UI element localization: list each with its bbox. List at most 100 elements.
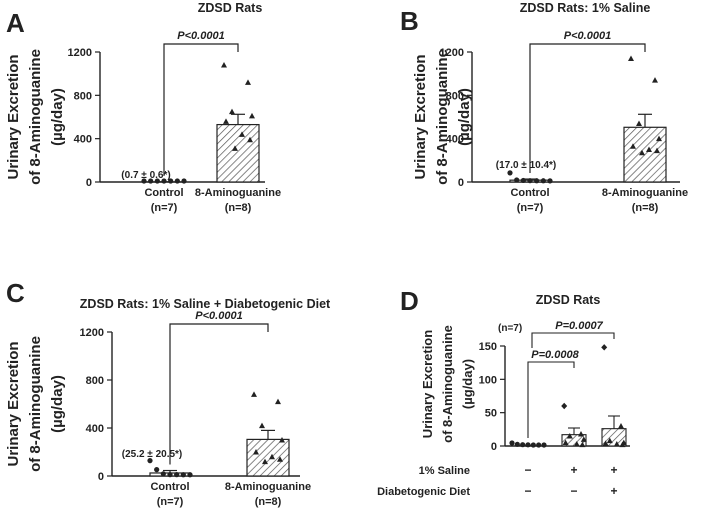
- panel-d-row-symbol: +: [610, 463, 617, 477]
- panel-d-point: [618, 423, 624, 429]
- panel-c-category-n: (n=7): [157, 496, 184, 508]
- panel-a-ylabel-line: Urinary Excretion: [5, 54, 22, 179]
- panel-b-control-point: [520, 177, 526, 184]
- panel-d-point: [613, 441, 620, 447]
- panel-c-category-n: (n=8): [255, 496, 282, 508]
- panel-d-ylabel-line: of 8-Aminoguanine: [440, 325, 455, 443]
- panel-a-label: A: [6, 8, 25, 38]
- panel-a-y-tick-label: 800: [74, 90, 92, 102]
- panel-a-category-label: 8-Aminoguanine: [195, 187, 281, 199]
- panel-a-category-n: (n=7): [151, 202, 178, 214]
- panel-c-control-annotation: (25.2 ± 20.5*): [122, 449, 183, 460]
- panel-d-row-label: Diabetogenic Diet: [377, 486, 470, 498]
- panel-d-title: ZDSD Rats: [536, 293, 601, 307]
- panel-b-treated-point: [652, 77, 658, 83]
- panel-a-category-label: Control: [144, 187, 183, 199]
- panel-d-row-symbol: +: [570, 463, 577, 477]
- panel-b-ylabel-line: Urinary Excretion: [412, 54, 429, 179]
- panel-d-bracket-saline: [527, 361, 575, 438]
- panel-b-treated-point: [628, 55, 634, 61]
- panel-c-control-point: [167, 472, 173, 478]
- panel-b-control-point: [507, 170, 513, 176]
- panel-a-treated-point: [245, 79, 251, 85]
- panel-d-row-symbol: −: [524, 463, 531, 477]
- panel-d-point: [530, 442, 536, 448]
- panel-b-treated-point: [639, 149, 645, 156]
- panel-a-title: ZDSD Rats: [198, 1, 263, 15]
- panel-d-point: [509, 440, 515, 446]
- panel-a-control-annotation: (0.7 ± 0.6*): [121, 170, 170, 181]
- panel-b-treated-point: [636, 120, 642, 126]
- panel-c-control-point: [187, 472, 193, 478]
- panel-a-treated-point: [249, 112, 255, 119]
- panel-a-significance-bracket: [163, 43, 239, 176]
- panel-d-point: [573, 441, 580, 447]
- panel-d-row-symbol: −: [524, 484, 531, 498]
- panel-d-point: [562, 439, 569, 446]
- panel-b-y-tick-label: 800: [446, 90, 464, 102]
- panel-a-y-tick-label: 1200: [68, 47, 92, 59]
- panel-c-control-point: [180, 472, 186, 478]
- panel-b-control-point: [540, 178, 546, 184]
- panel-b-control-point: [527, 178, 533, 184]
- panel-c-control-point: [174, 472, 180, 478]
- panel-c-ylabel-line: Urinary Excretion: [5, 341, 22, 466]
- panel-d-point: [579, 441, 586, 448]
- panel-d-point: [566, 433, 573, 439]
- panel-c-treated-point: [277, 456, 283, 462]
- panel-b-control-point: [547, 178, 553, 184]
- panel-b-ylabel-line: of 8-Aminoguanine: [434, 49, 451, 185]
- panel-a-control-point: [168, 178, 174, 184]
- panel-d-point: [578, 431, 584, 437]
- panel-b-treated-point: [630, 143, 636, 149]
- panel-a-treated-point: [221, 62, 227, 68]
- panel-b-control-point: [534, 178, 540, 184]
- panel-c-treated-point: [251, 391, 257, 397]
- panel-d-point: [580, 436, 587, 442]
- panel-b-significance-label: P<0.0001: [564, 30, 611, 42]
- panel-a-treated-point: [239, 131, 245, 137]
- panel-c-title: ZDSD Rats: 1% Saline + Diabetogenic Diet: [80, 297, 331, 311]
- panel-b-treated-point: [654, 147, 660, 154]
- panel-c-control-point: [154, 467, 160, 473]
- panel-d-point: [520, 442, 526, 448]
- panel-a-treated-point: [232, 145, 238, 151]
- panel-c-significance-bracket: [169, 323, 269, 465]
- panel-d-point: [541, 442, 547, 448]
- panel-a-control-point: [174, 178, 180, 184]
- panel-d-point: [619, 441, 626, 448]
- panel-d-ylabel-line: Urinary Excretion: [420, 330, 435, 438]
- panel-d-ylabel-line: (µg/day): [460, 359, 475, 409]
- panel-d-row-label: 1% Saline: [419, 465, 470, 477]
- panel-c-control-point: [160, 471, 166, 477]
- panel-d-point: [561, 402, 568, 410]
- panel-d-bracket-diet: [531, 332, 615, 348]
- panel-c-bar: [246, 438, 290, 477]
- panel-c-treated-point: [279, 437, 285, 443]
- panel-a-treated-point: [247, 136, 253, 143]
- panel-b-treated-point: [656, 135, 662, 142]
- panel-c-treated-point: [253, 449, 259, 455]
- panel-b-bar: [623, 126, 667, 183]
- panel-a-control-point: [148, 178, 154, 184]
- panel-c-ylabel-line: of 8-Aminoguanine: [27, 336, 44, 472]
- panel-b-y-tick-label: 1200: [440, 47, 464, 59]
- panel-a-ylabel-line: of 8-Aminoguanine: [27, 49, 44, 185]
- panel-c-significance-label: P<0.0001: [195, 310, 242, 322]
- panel-d-row-symbol: −: [570, 484, 577, 498]
- panel-c-treated-point: [259, 422, 265, 429]
- panel-d-point: [536, 442, 542, 448]
- panel-d-row-symbol: +: [610, 484, 617, 498]
- panel-c-y-tick-label: 0: [98, 471, 104, 483]
- panel-a-category-n: (n=8): [225, 202, 252, 214]
- panel-b-category-n: (n=8): [632, 202, 659, 214]
- panel-d-point: [601, 344, 608, 351]
- panel-c-treated-point: [275, 398, 281, 405]
- panel-c-treated-point: [262, 458, 268, 465]
- panel-b-treated-point: [646, 146, 652, 152]
- panel-a-y-tick-label: 0: [86, 177, 92, 189]
- panel-a-treated-point: [229, 108, 235, 115]
- panel-b-control-annotation: (17.0 ± 10.4*): [496, 160, 557, 171]
- panel-b-category-label: Control: [510, 187, 549, 199]
